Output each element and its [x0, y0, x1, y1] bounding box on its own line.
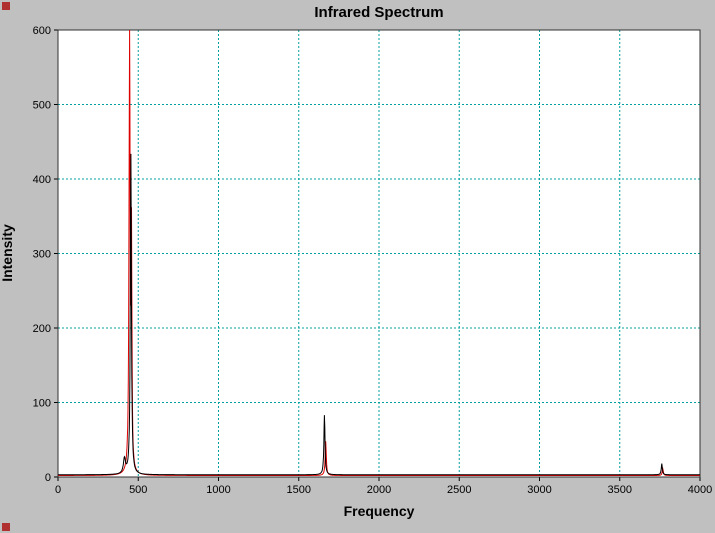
x-tick-label: 3000: [527, 484, 551, 496]
chart-title: Infrared Spectrum: [314, 4, 444, 21]
x-tick-label: 4000: [688, 484, 712, 496]
y-tick-label: 500: [33, 100, 51, 112]
y-tick-label: 100: [33, 398, 51, 410]
x-tick-label: 0: [55, 484, 61, 496]
y-tick-label: 300: [33, 249, 51, 261]
y-tick-label: 200: [33, 323, 51, 335]
y-tick-label: 600: [33, 25, 51, 37]
y-tick-label: 0: [45, 472, 51, 484]
x-tick-label: 2000: [367, 484, 391, 496]
plot-border: [57, 29, 701, 478]
x-tick-label: 2500: [447, 484, 471, 496]
x-tick-label: 1500: [287, 484, 311, 496]
series-spectrum-red: [58, 29, 700, 477]
series-spectrum-black: [58, 153, 700, 476]
corner-artifact-top-left: [2, 2, 10, 10]
corner-artifact-bottom-left: [2, 523, 10, 531]
x-tick-label: 1000: [206, 484, 230, 496]
x-axis-label: Frequency: [343, 503, 415, 519]
y-tick-label: 400: [33, 174, 51, 186]
x-tick-label: 3500: [608, 484, 632, 496]
x-tick-label: 500: [129, 484, 147, 496]
